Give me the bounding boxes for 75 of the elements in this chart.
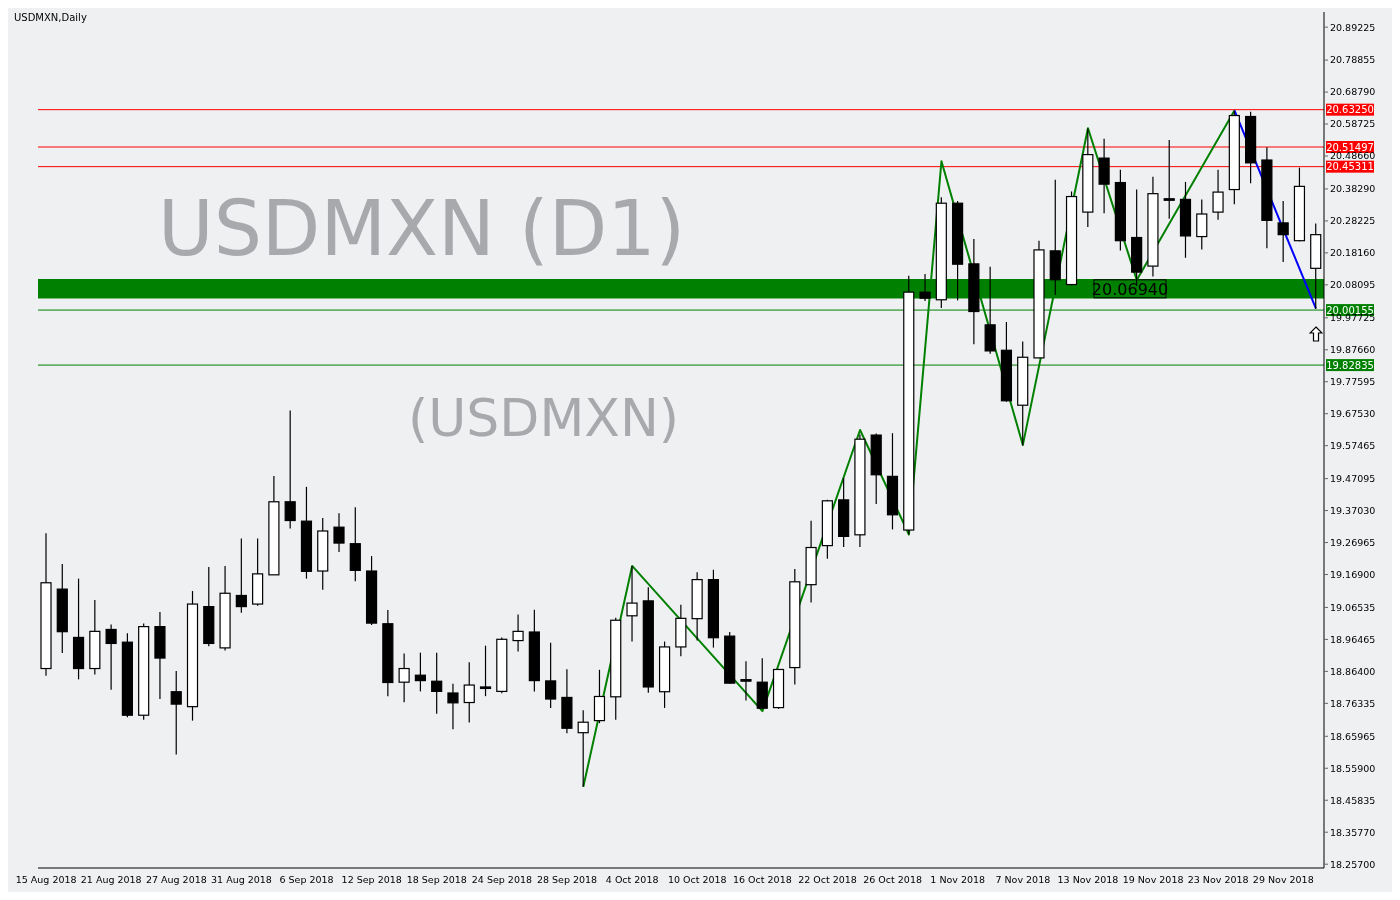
candlestick (1277, 200, 1289, 263)
candlestick (284, 410, 296, 530)
band-label: 20.06940 (1091, 279, 1169, 299)
candlestick (170, 670, 182, 756)
x-tick-label: 31 Aug 2018 (211, 873, 272, 885)
x-tick-label: 24 Sep 2018 (471, 873, 533, 885)
y-tick-label: 20.28225 (1330, 215, 1376, 227)
candlestick (333, 512, 345, 553)
y-tick-label: 19.37030 (1330, 504, 1376, 516)
candlestick (626, 565, 638, 643)
candlestick (398, 653, 410, 703)
ref-line-label: 20.63250 (1326, 104, 1374, 116)
candlestick (740, 660, 752, 702)
y-tick-label: 20.18160 (1330, 247, 1376, 259)
x-tick-label: 28 Sep 2018 (536, 873, 598, 885)
x-tick-label: 26 Oct 2018 (863, 873, 922, 885)
candlestick (105, 623, 117, 691)
y-tick-label: 20.38290 (1330, 183, 1376, 195)
candlestick (431, 652, 443, 715)
x-tick-label: 7 Nov 2018 (995, 873, 1051, 885)
y-tick-label: 19.06535 (1330, 601, 1376, 613)
x-tick-label: 6 Sep 2018 (279, 873, 334, 885)
candlestick (414, 652, 427, 692)
y-tick-label: 19.87660 (1330, 344, 1376, 356)
candlestick (447, 683, 459, 730)
y-tick-label: 19.47095 (1330, 472, 1376, 484)
x-tick-label: 19 Nov 2018 (1122, 873, 1184, 885)
ref-line-label: 19.82835 (1326, 359, 1374, 371)
y-tick-label: 18.65965 (1330, 730, 1376, 742)
candlestick (1196, 198, 1208, 251)
y-tick-label: 18.76335 (1330, 697, 1376, 709)
x-tick-label: 1 Nov 2018 (930, 873, 986, 885)
candlestick (545, 642, 557, 709)
x-tick-label: 13 Nov 2018 (1057, 873, 1119, 885)
y-tick-label: 20.08095 (1330, 279, 1376, 291)
x-tick-label: 4 Oct 2018 (605, 873, 659, 885)
annotation: USDMXN (D1) (158, 184, 686, 274)
y-tick-label: 18.96465 (1330, 633, 1376, 645)
candlestick (919, 273, 931, 302)
y-tick-label: 18.25700 (1330, 858, 1376, 870)
y-tick-label: 20.78855 (1330, 54, 1376, 66)
candlestick (577, 709, 589, 788)
annotation: (USDMXN) (408, 387, 680, 450)
y-tick-label: 18.35770 (1330, 826, 1376, 838)
y-tick-label: 18.45835 (1330, 794, 1376, 806)
ref-line-label: 20.51497 (1326, 141, 1374, 153)
chart-title: USDMXN,Daily (14, 12, 87, 23)
y-tick-label: 20.68790 (1330, 86, 1376, 98)
y-tick-label: 19.57465 (1330, 440, 1376, 452)
candlestick (479, 645, 492, 697)
candlestick (463, 661, 475, 724)
y-tick-label: 19.16900 (1330, 568, 1376, 580)
x-tick-label: 29 Nov 2018 (1252, 873, 1314, 885)
y-tick-label: 18.86400 (1330, 665, 1376, 677)
y-tick-label: 20.89225 (1330, 21, 1376, 33)
candlestick (512, 613, 524, 652)
x-tick-label: 12 Sep 2018 (341, 873, 402, 885)
y-tick-label: 19.67530 (1330, 408, 1376, 420)
x-tick-label: 15 Aug 2018 (15, 873, 77, 885)
x-tick-label: 27 Aug 2018 (145, 873, 207, 885)
x-tick-label: 10 Oct 2018 (667, 873, 727, 885)
y-tick-label: 20.58725 (1330, 118, 1376, 130)
x-tick-label: 22 Oct 2018 (798, 873, 857, 885)
candlestick (235, 538, 247, 614)
x-tick-label: 18 Sep 2018 (406, 873, 467, 885)
x-tick-label: 23 Nov 2018 (1187, 873, 1249, 885)
y-tick-label: 18.55900 (1330, 762, 1376, 774)
y-tick-label: 19.26965 (1330, 536, 1376, 548)
y-tick-label: 20.48660 (1330, 150, 1376, 162)
x-tick-label: 21 Aug 2018 (80, 873, 142, 885)
y-tick-label: 19.77595 (1330, 376, 1376, 388)
candlestick (1212, 169, 1224, 221)
ref-line-label: 20.45311 (1326, 161, 1374, 173)
candlestick (1163, 139, 1175, 220)
x-tick-label: 16 Oct 2018 (733, 873, 792, 885)
